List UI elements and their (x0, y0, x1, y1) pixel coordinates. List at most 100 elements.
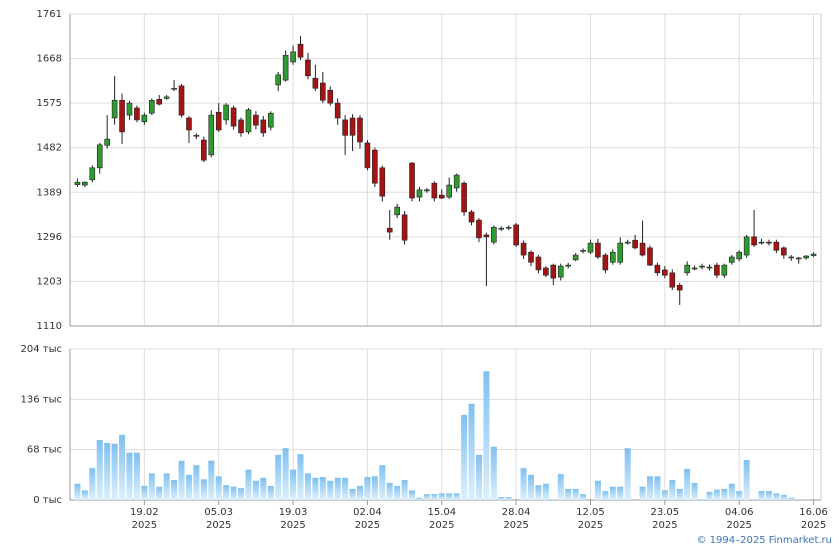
candle-body (126, 102, 133, 116)
candle-body (275, 74, 281, 86)
y-tick-label: 136 тыс (21, 394, 62, 405)
candle-body (290, 51, 296, 63)
candle-body (543, 267, 549, 276)
candle-body (773, 241, 780, 251)
candle-body (803, 255, 809, 259)
candle-body (141, 114, 148, 123)
candle-body (766, 241, 772, 244)
candle-body (334, 102, 341, 119)
candle-body (699, 265, 705, 268)
volume-bar (520, 468, 527, 500)
volume-bar (528, 474, 535, 500)
candle-body (438, 194, 445, 199)
y-tick-label: 204 тыс (21, 344, 62, 355)
copyright: © 1994–2025 Finmarket.ru (696, 535, 832, 546)
x-tick-label: 12.05 2025 (576, 507, 605, 531)
candle-body (89, 167, 96, 181)
candle-body (171, 87, 177, 90)
candle-body (557, 265, 564, 278)
x-tick-label: 28.04 2025 (501, 507, 531, 531)
candle-body (781, 247, 787, 256)
volume-bar (468, 403, 475, 500)
candle-body (751, 236, 757, 246)
candle-body (468, 211, 475, 223)
volume-bar (773, 493, 780, 500)
volume-bar (706, 491, 713, 500)
volume-bar (297, 454, 304, 500)
candle-body (178, 85, 185, 116)
candle-body (148, 99, 155, 114)
volume-bar (542, 483, 549, 500)
volume-bar (557, 474, 564, 500)
candle-body (617, 242, 624, 263)
candle-body (267, 112, 274, 128)
candle-body (602, 254, 609, 271)
volume-bar (684, 468, 691, 500)
candle-body (736, 251, 743, 260)
volume-bar (691, 482, 698, 500)
candle-body (215, 111, 222, 131)
volume-bar (721, 488, 728, 500)
volume-bar (349, 488, 356, 500)
volume-bar (304, 473, 311, 500)
y-tick-label: 1761 (37, 9, 62, 20)
volume-bar (200, 479, 207, 500)
candle-body (431, 182, 438, 199)
volume-bar (215, 476, 222, 500)
volume-bar (319, 477, 326, 500)
x-tick-label: 02.04 2025 (353, 507, 382, 531)
volume-bar (580, 494, 587, 500)
volume-bar (639, 486, 646, 500)
volume-bar (505, 497, 512, 500)
y-tick-label: 1482 (37, 143, 62, 154)
plot-frame (69, 13, 822, 327)
candle-body (379, 167, 386, 197)
y-tick-label: 1389 (37, 187, 62, 198)
candle-body (550, 264, 557, 279)
volume-bar (171, 480, 178, 500)
candle-body (134, 107, 140, 121)
volume-bar (74, 483, 81, 500)
volume-bar (431, 494, 438, 500)
candle-body (245, 109, 252, 133)
candle-body (669, 272, 676, 288)
x-tick-label: 19.03 2025 (278, 507, 308, 531)
candle-body (795, 257, 802, 260)
candle-body (728, 256, 735, 263)
candle-body (513, 224, 519, 246)
volume-bar (356, 485, 363, 500)
candle-body (654, 264, 661, 274)
candle-body (706, 266, 713, 269)
volume-bar (446, 493, 453, 500)
marks (74, 36, 817, 500)
candle-body (305, 59, 311, 77)
volume-bar (490, 446, 497, 500)
volume-bar (758, 491, 765, 500)
y-tick-label: 1296 (37, 232, 62, 243)
volume-bar (252, 480, 259, 500)
candle-body (572, 254, 579, 261)
volume-bar (401, 480, 408, 500)
candle-body (453, 174, 460, 189)
volume-bar (602, 491, 609, 500)
volume-bar (453, 493, 460, 500)
candle-body (312, 77, 319, 89)
candle-body (505, 226, 512, 229)
candle-body (535, 256, 542, 271)
volume-bar (238, 488, 245, 500)
candle-body (372, 149, 378, 184)
volume-bar (550, 499, 557, 500)
candle-body (297, 43, 304, 58)
volume-bar (788, 497, 795, 500)
volume-bar (409, 490, 416, 500)
volume-bar (475, 454, 482, 500)
volume-bar (104, 443, 111, 500)
volume-bar (743, 460, 750, 500)
candle-body (386, 227, 393, 233)
volume-bar (461, 414, 468, 500)
x-tick-label: 04.06 2025 (724, 507, 754, 531)
volume-bar (795, 499, 802, 500)
candle-body (483, 234, 490, 238)
candle-body (282, 54, 289, 81)
